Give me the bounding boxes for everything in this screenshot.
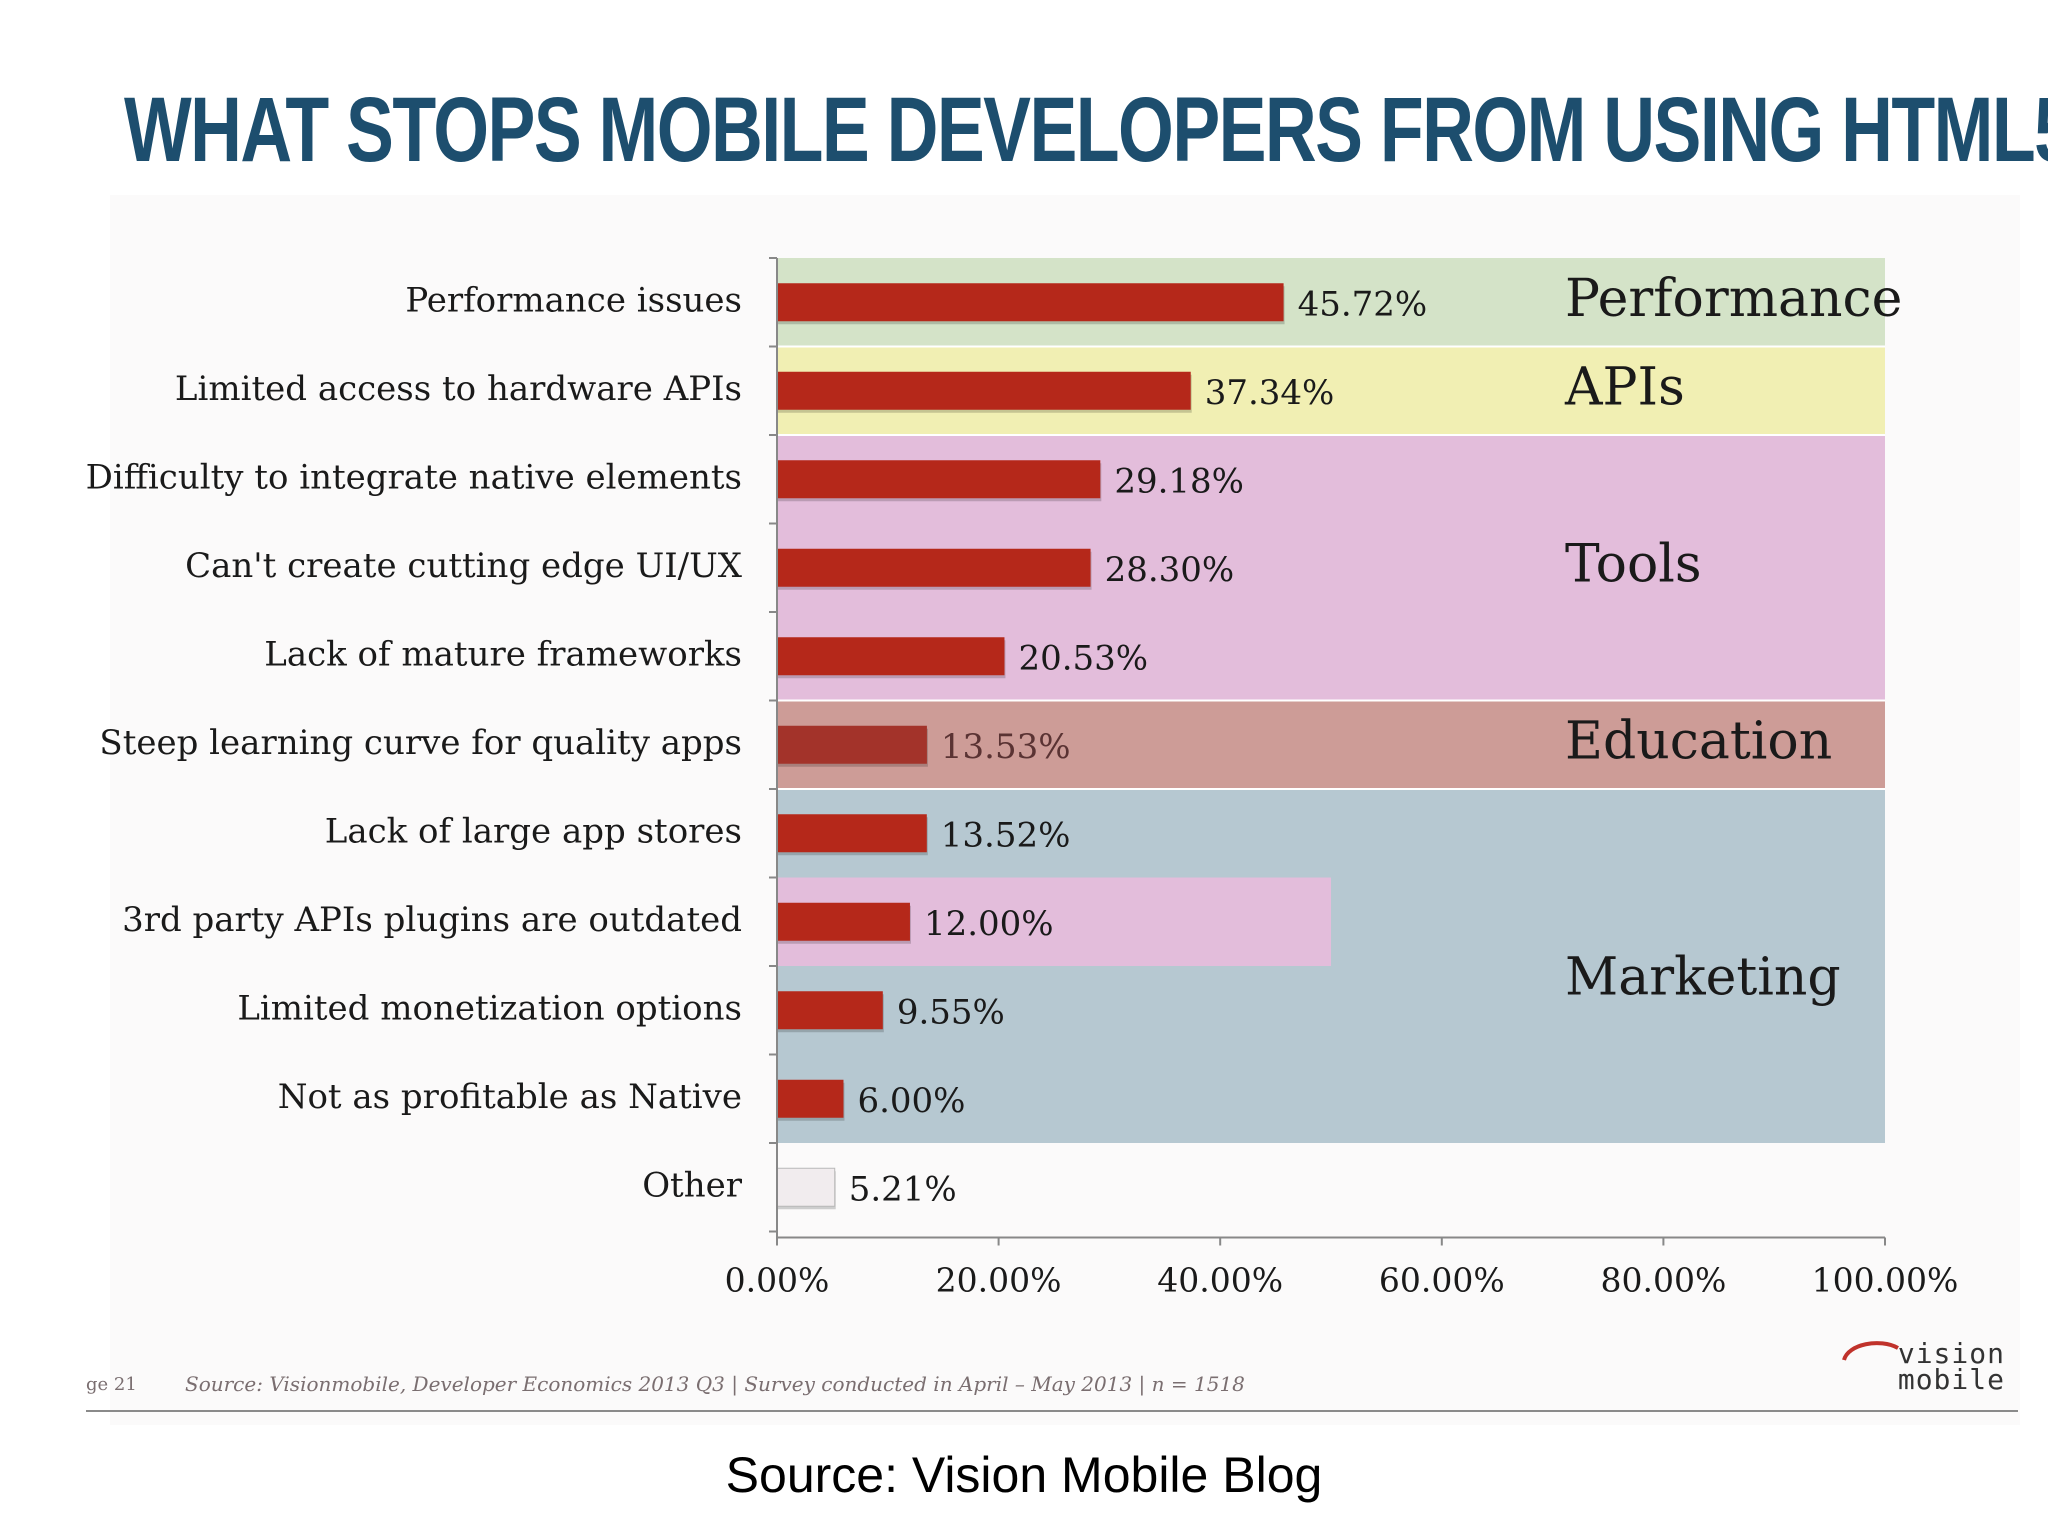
logo-text-bottom: mobile: [1897, 1363, 2005, 1396]
value-label-other: 5.21%: [849, 1169, 957, 1209]
category-label-lack-of-mature-frameworks: Lack of mature frameworks: [264, 634, 742, 674]
category-label-limited-monetization-options: Limited monetization options: [237, 988, 742, 1028]
bar-can-t-create-cutting-edge-ui-ux: [777, 548, 1091, 587]
group-band-education: [777, 700, 1885, 789]
bar-difficulty-to-integrate-native-elements: [777, 460, 1101, 499]
logo-swoosh-icon: [1842, 1341, 1899, 1361]
x-tick-label: 0.00%: [725, 1261, 830, 1300]
group-label-education: Education: [1565, 711, 1832, 771]
value-label-limited-access-to-hardware-apis: 37.34%: [1205, 373, 1335, 413]
bar-chart: Performance APIs Tools Education Marketing Pe…: [86, 257, 1959, 1300]
category-label-3rd-party-apis-plugins-are-outdated: 3rd party APIs plugins are outdated: [122, 900, 742, 940]
x-tick-label: 100.00%: [1812, 1261, 1959, 1300]
bar-other: [776, 1167, 836, 1207]
bar-lack-of-large-app-stores: [777, 814, 927, 853]
group-label-marketing: Marketing: [1565, 948, 1841, 1008]
category-label-lack-of-large-app-stores: Lack of large app stores: [325, 811, 742, 851]
page-number: ge 21: [86, 1374, 137, 1395]
bar-lack-of-mature-frameworks: [777, 637, 1005, 676]
logo-text-top: vision: [1897, 1337, 2005, 1370]
chart-title: WHAT STOPS MOBILE DEVELOPERS FROM USING …: [124, 79, 2048, 181]
value-label-3rd-party-apis-plugins-are-outdated: 12.00%: [924, 904, 1054, 944]
value-label-lack-of-large-app-stores: 13.52%: [941, 815, 1071, 855]
source-note: Source: Visionmobile, Developer Economic…: [185, 1372, 1245, 1396]
axes: 0.00% 20.00% 40.00% 60.00% 80.00% 100.00%: [725, 257, 1959, 1300]
bar-limited-access-to-hardware-apis: [777, 371, 1191, 410]
category-label-steep-learning-curve-for-quality-apps: Steep learning curve for quality apps: [99, 723, 742, 763]
value-label-limited-monetization-options: 9.55%: [897, 992, 1005, 1032]
bar-3rd-party-apis-plugins-are-outdated: [777, 902, 910, 941]
bar-performance-issues: [777, 283, 1284, 322]
bar-steep-learning-curve-for-quality-apps: [777, 725, 927, 764]
category-label-performance-issues: Performance issues: [405, 280, 742, 320]
value-label-lack-of-mature-frameworks: 20.53%: [1018, 638, 1148, 678]
category-label-can-t-create-cutting-edge-ui-ux: Can't create cutting edge UI/UX: [185, 546, 743, 586]
value-label-can-t-create-cutting-edge-ui-ux: 28.30%: [1105, 550, 1235, 590]
vision-mobile-logo: vision mobile: [1840, 1336, 2005, 1396]
x-tick-label: 80.00%: [1600, 1261, 1726, 1300]
group-label-tools: Tools: [1565, 534, 1702, 594]
category-label-difficulty-to-integrate-native-elements: Difficulty to integrate native elements: [86, 457, 742, 497]
group-label-performance: Performance: [1565, 269, 1902, 329]
labels: Performance APIs Tools Education Marketing Pe…: [86, 269, 1903, 1210]
image-caption: Source: Vision Mobile Blog: [725, 1447, 1323, 1503]
x-tick-label: 40.00%: [1157, 1261, 1283, 1300]
value-label-not-as-profitable-as-native: 6.00%: [857, 1081, 965, 1121]
category-label-not-as-profitable-as-native: Not as profitable as Native: [278, 1077, 742, 1117]
x-tick-label: 60.00%: [1379, 1261, 1505, 1300]
value-label-steep-learning-curve-for-quality-apps: 13.53%: [941, 727, 1071, 767]
x-tick-label: 20.00%: [936, 1261, 1062, 1300]
category-label-other: Other: [642, 1165, 743, 1205]
value-label-difficulty-to-integrate-native-elements: 29.18%: [1114, 461, 1244, 501]
category-label-limited-access-to-hardware-apis: Limited access to hardware APIs: [175, 369, 742, 409]
footer-divider: [86, 1410, 2018, 1412]
bars: [776, 283, 1285, 1210]
bar-not-as-profitable-as-native: [777, 1079, 844, 1118]
group-label-apis: APIs: [1564, 357, 1685, 417]
bar-limited-monetization-options: [777, 991, 883, 1030]
value-label-performance-issues: 45.72%: [1298, 284, 1428, 324]
